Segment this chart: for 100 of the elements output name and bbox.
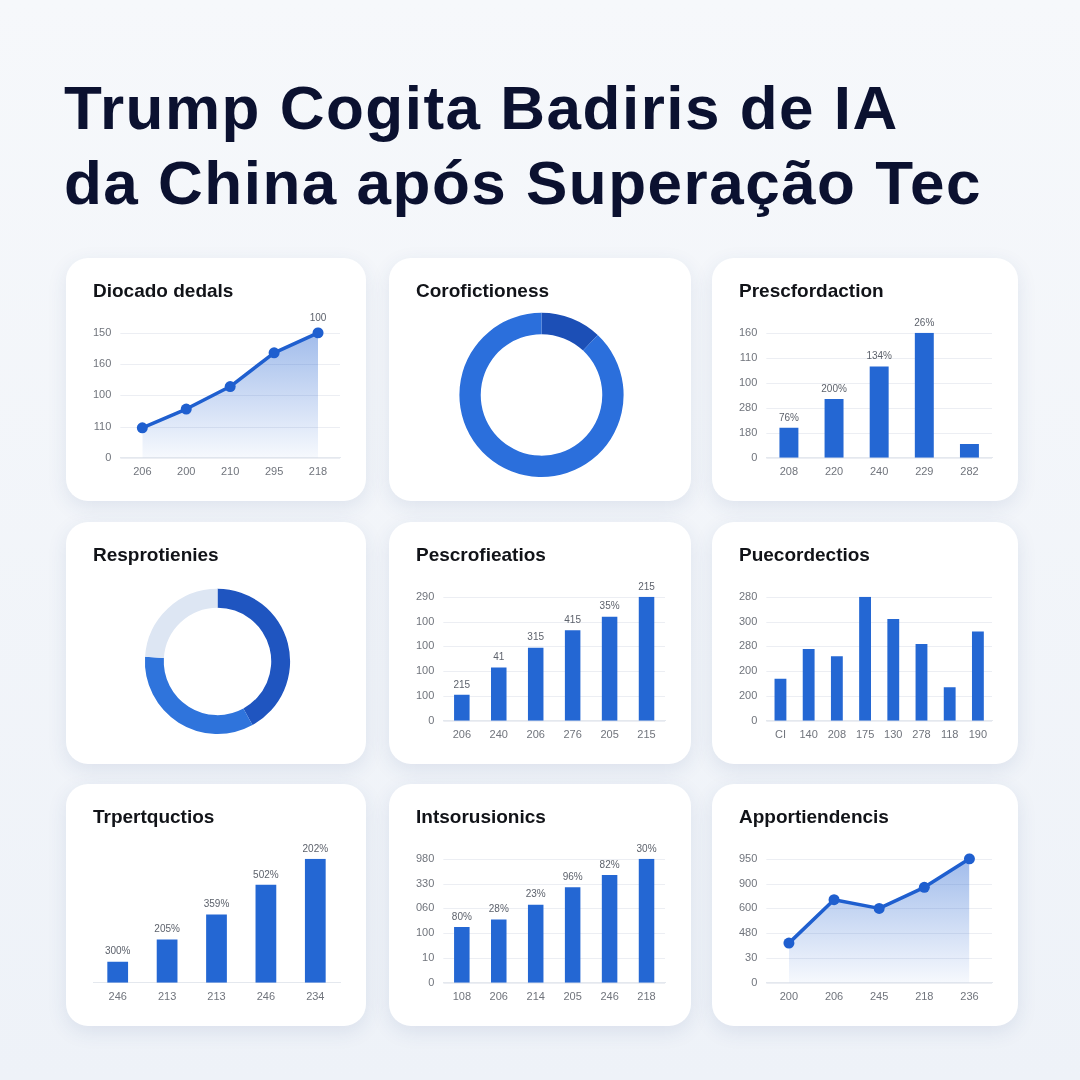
bar — [527, 647, 544, 721]
bar — [638, 858, 655, 983]
point — [180, 403, 192, 415]
annotation: 300% — [104, 945, 131, 957]
x-tick-label: 190 — [968, 728, 988, 741]
bar — [304, 858, 326, 983]
x-tick-label: 175 — [855, 728, 875, 741]
text: 160 — [92, 357, 112, 370]
annotation: 215 — [638, 580, 656, 592]
annotation: 415 — [564, 614, 582, 626]
annotation: 202% — [302, 842, 329, 854]
text: 0 — [751, 450, 758, 463]
x-tick-label: 206 — [526, 728, 545, 741]
x-tick-label: 206 — [824, 990, 844, 1003]
text: 100 — [415, 639, 435, 652]
chart-title: Trpertquctios — [93, 805, 215, 827]
x-tick-label: 108 — [452, 990, 471, 1003]
text: 980 — [415, 851, 435, 864]
chart-title: Resprotienies — [93, 543, 219, 565]
point — [828, 894, 840, 906]
chart-title: Prescfordaction — [739, 279, 884, 301]
x-tick-label: 205 — [600, 728, 619, 741]
text: 0 — [428, 975, 435, 988]
chart-title: Puecordectios — [739, 543, 870, 565]
text: 290 — [415, 589, 435, 602]
annotation: 100 — [309, 311, 327, 323]
annotation: 26% — [914, 316, 935, 328]
point — [873, 902, 885, 914]
bar — [601, 874, 618, 983]
text: 330 — [415, 876, 435, 889]
x-tick-label: 208 — [779, 465, 799, 478]
annotation: 28% — [488, 903, 509, 915]
text: 0 — [751, 713, 758, 726]
annotation: 315 — [527, 631, 545, 643]
point — [783, 937, 795, 949]
bar — [774, 678, 787, 721]
bar — [156, 939, 178, 983]
x-tick-label: 276 — [563, 728, 582, 741]
bar — [959, 444, 979, 458]
bar — [564, 630, 581, 721]
point — [918, 881, 930, 893]
bar — [454, 927, 470, 983]
annotation: 134% — [866, 350, 893, 362]
text: 280 — [738, 639, 758, 652]
x-tick-label: 214 — [526, 990, 545, 1003]
text: 110 — [739, 350, 758, 363]
annotation: 205% — [154, 923, 180, 935]
x-tick-label: 118 — [940, 728, 959, 741]
text: 110 — [93, 419, 112, 432]
text: 30 — [745, 951, 758, 964]
bar — [830, 656, 843, 721]
x-tick-label: 213 — [157, 990, 177, 1003]
x-tick-label: 282 — [960, 465, 979, 478]
chart-title: Apportiendencis — [739, 805, 889, 827]
x-tick-label: 236 — [960, 990, 979, 1003]
text: 480 — [738, 926, 758, 939]
x-tick-label: 218 — [637, 990, 656, 1003]
annotation: 76% — [778, 411, 800, 423]
x-tick-label: 130 — [884, 728, 903, 741]
bar — [859, 596, 871, 721]
point — [268, 347, 280, 359]
annotation: 23% — [525, 888, 546, 900]
text: 100 — [415, 614, 435, 627]
text: 100 — [92, 388, 112, 401]
bar — [206, 914, 227, 983]
point — [224, 381, 236, 393]
text: 950 — [738, 851, 758, 864]
point — [312, 327, 324, 339]
bar — [638, 596, 655, 721]
annotation: 82% — [599, 858, 620, 870]
x-tick-label: 218 — [308, 465, 328, 478]
chart-title: Diocado dedals — [93, 279, 234, 301]
chart-title: Intsorusionics — [416, 805, 546, 827]
text: 0 — [428, 713, 435, 726]
text: 200 — [738, 664, 758, 677]
x-tick-label: 295 — [264, 465, 284, 478]
text: 0 — [105, 450, 112, 463]
text: 180 — [738, 425, 758, 438]
bar — [491, 919, 507, 983]
x-tick-label: 206 — [133, 465, 152, 478]
x-tick-label: 240 — [489, 728, 508, 741]
x-tick-label: 206 — [489, 990, 508, 1003]
text: 100 — [415, 689, 435, 702]
x-tick-label: 205 — [563, 990, 582, 1003]
bar — [869, 366, 889, 458]
annotation: 96% — [562, 871, 583, 883]
text: 300 — [738, 614, 758, 627]
x-tick-label: 240 — [870, 465, 889, 478]
x-tick-label: 278 — [912, 728, 931, 741]
text: Trump Cogita Badiris de IA da China após Superação Tec — [64, 72, 982, 219]
annotation: 41 — [493, 651, 505, 663]
x-tick-label: 213 — [207, 990, 226, 1003]
text: 150 — [92, 325, 112, 338]
annotation: 502% — [253, 868, 279, 880]
text: 200 — [738, 689, 758, 702]
point — [136, 422, 148, 434]
x-tick-label: 210 — [221, 465, 240, 478]
text: 0 — [751, 975, 758, 988]
x-tick-label: 229 — [915, 465, 934, 478]
point — [963, 853, 975, 865]
